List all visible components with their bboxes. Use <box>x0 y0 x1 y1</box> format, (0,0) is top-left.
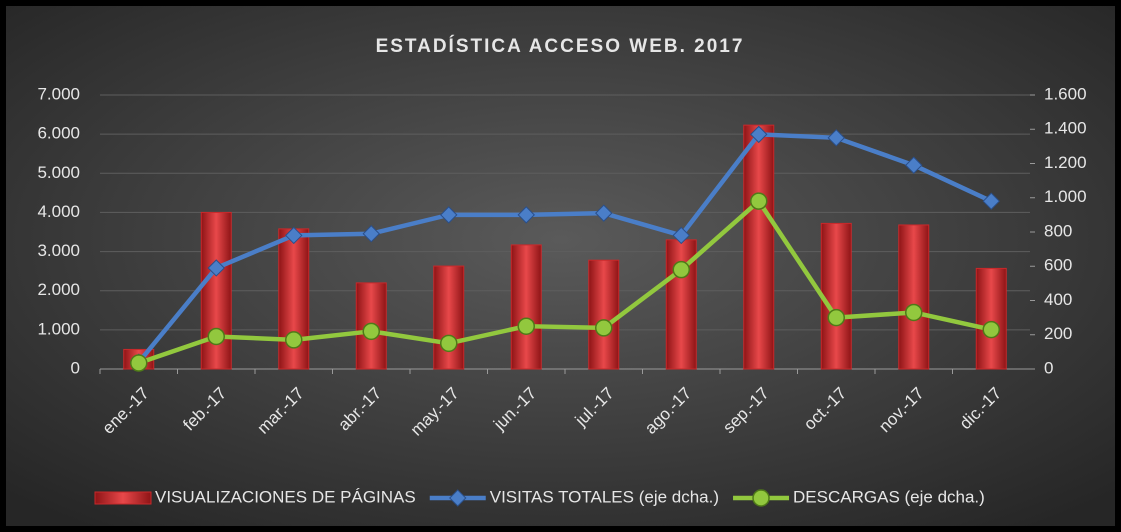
marker <box>982 320 1000 339</box>
y2-tick-label: 1.600 <box>1044 84 1087 103</box>
y2-tick-label: 800 <box>1044 221 1072 240</box>
marker <box>440 206 458 224</box>
marker <box>595 204 613 222</box>
y2-tick-label: 400 <box>1044 290 1072 309</box>
marker <box>905 156 923 174</box>
marker <box>827 308 845 327</box>
legend-label: VISITAS TOTALES (eje dcha.) <box>490 487 719 506</box>
marker <box>130 354 148 372</box>
y2-tick-label: 0 <box>1044 358 1053 377</box>
y-tick-label: 5.000 <box>37 163 80 182</box>
marker <box>905 303 923 322</box>
y-tick-label: 1.000 <box>37 319 80 338</box>
bar <box>510 244 542 370</box>
marker <box>440 334 458 353</box>
bar <box>588 259 620 370</box>
legend-label: VISUALIZACIONES DE PÁGINAS <box>155 487 416 506</box>
y-tick-label: 7.000 <box>37 84 80 103</box>
line <box>137 132 993 364</box>
y2-tick-label: 1.200 <box>1044 153 1087 172</box>
marker <box>207 259 225 277</box>
bar <box>975 267 1007 370</box>
marker <box>672 226 690 245</box>
bar <box>820 222 852 370</box>
chart-title: ESTADÍSTICA ACCESO WEB. 2017 <box>376 35 745 57</box>
y-tick-label: 4.000 <box>37 202 80 221</box>
bar <box>433 265 465 370</box>
marker <box>362 322 380 341</box>
marker <box>982 192 1000 210</box>
legend-swatch <box>94 491 152 505</box>
y-tick-label: 6.000 <box>37 124 80 143</box>
y2-tick-label: 1.000 <box>1044 187 1087 206</box>
marker <box>595 319 613 337</box>
line <box>138 198 992 366</box>
marker <box>207 327 225 346</box>
marker <box>285 226 303 245</box>
background <box>6 6 1115 526</box>
marker <box>672 260 690 279</box>
marker <box>362 225 380 243</box>
marker <box>752 489 770 507</box>
marker <box>285 331 303 349</box>
y2-tick-label: 1.400 <box>1044 119 1087 138</box>
marker <box>827 129 845 147</box>
marker <box>750 125 768 144</box>
bar <box>200 211 232 370</box>
marker <box>517 206 535 224</box>
y-tick-label: 2.000 <box>37 280 80 299</box>
y-tick-label: 0 <box>71 358 80 377</box>
bar <box>898 224 930 370</box>
marker <box>517 317 535 335</box>
bar <box>743 124 775 370</box>
y2-tick-label: 200 <box>1044 324 1072 343</box>
legend-label: DESCARGAS (eje dcha.) <box>793 487 985 506</box>
y-tick-label: 3.000 <box>37 241 80 260</box>
marker <box>449 489 467 507</box>
y2-tick-label: 600 <box>1044 256 1072 275</box>
marker <box>750 192 768 210</box>
